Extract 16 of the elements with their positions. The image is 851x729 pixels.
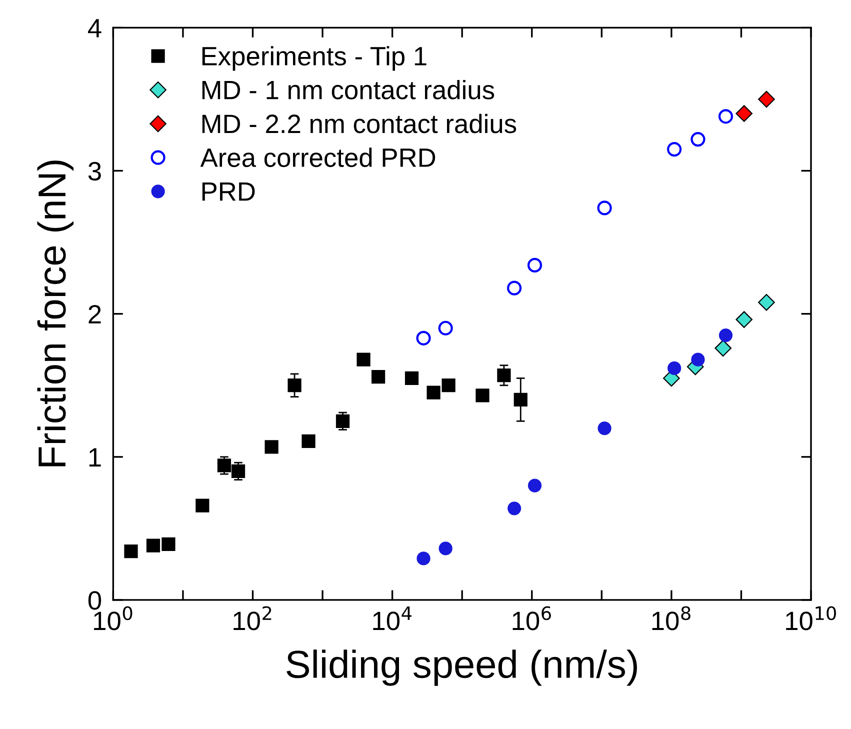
- x-tick-label: 10$^{8}$: [652, 606, 690, 630]
- y-tick-label: 2: [88, 304, 101, 324]
- x-tick-label: 10$^{2}$: [234, 606, 272, 630]
- y-tick-label: 4: [88, 19, 102, 38]
- x-tick-label: 10$^{4}$: [373, 606, 412, 630]
- x-tick-label: 10$^{6}$: [512, 606, 551, 630]
- legend-label: Experiments - Tip 1: [202, 46, 426, 71]
- x-axis-title: Sliding speed (nm/s): [286, 650, 637, 686]
- y-tick-label: 1: [89, 448, 101, 466]
- legend-label: MD - 1 nm contact radius: [202, 80, 494, 100]
- y-tick-label: 3: [88, 162, 101, 181]
- legend-label: Area corrected PRD: [200, 148, 436, 168]
- x-tick-label: 10$^{10}$: [786, 606, 836, 630]
- y-axis-title: Friction force (nN): [37, 160, 74, 466]
- legend-label: PRD: [202, 182, 255, 201]
- legend-label: MD - 2.2 nm contact radius: [202, 114, 516, 134]
